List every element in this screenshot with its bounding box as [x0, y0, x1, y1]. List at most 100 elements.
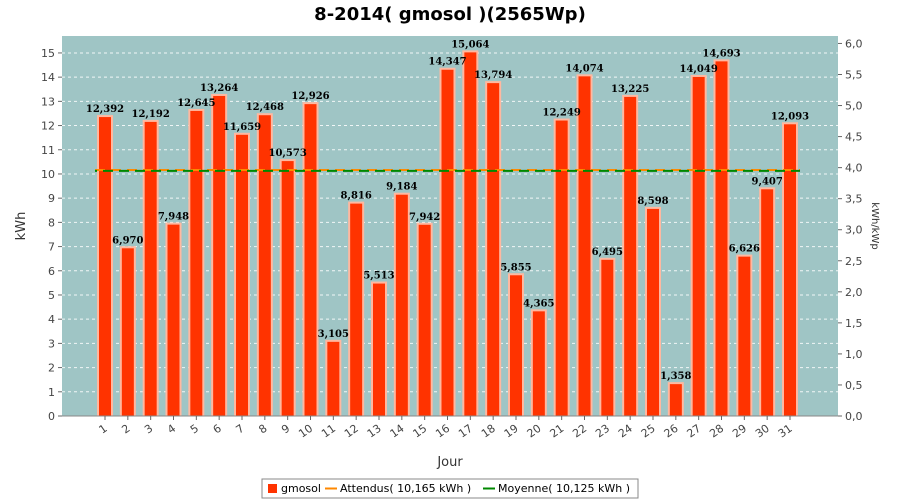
bar-fill: [121, 248, 134, 416]
x-tick-label: 9: [279, 422, 292, 437]
x-tick-label: 30: [753, 422, 772, 441]
data-label: 9,184: [386, 182, 417, 193]
y2-tick-label: 6,0: [845, 37, 863, 50]
y2-axis-ticks: 0,0 0,5 1,0 1,5 2,0 2,5 3,0 3,5 4,0 4,5 5,0 5,5 6,0: [838, 37, 863, 423]
y-tick-label: 7: [48, 241, 55, 254]
x-tick-label: 24: [616, 422, 635, 441]
y2-tick-label: 1,5: [845, 317, 863, 330]
x-tick-label: 15: [410, 422, 429, 441]
data-label: 14,049: [680, 64, 718, 75]
bar-27: [690, 74, 707, 416]
data-label: 8,816: [341, 191, 372, 202]
bar-17: [462, 50, 479, 417]
bar-6: [211, 93, 228, 416]
data-label: 8,598: [637, 196, 668, 207]
y-axis-title: kWh: [14, 212, 29, 241]
bar-10: [302, 102, 319, 416]
bar-22: [576, 74, 593, 417]
y2-tick-label: 3,5: [845, 193, 863, 206]
bar-fill: [624, 96, 637, 417]
data-label: 13,794: [474, 70, 512, 81]
y2-tick-label: 5,5: [845, 68, 863, 81]
y2-tick-label: 1,0: [845, 348, 863, 361]
x-tick-label: 6: [211, 422, 224, 437]
bar-fill: [578, 76, 591, 417]
bar-fill: [441, 69, 454, 416]
data-label: 7,948: [158, 212, 189, 223]
x-tick-label: 18: [479, 422, 498, 441]
legend-label-moyenne: Moyenne( 10,125 kWh ): [498, 482, 630, 495]
y2-tick-label: 0,5: [845, 379, 863, 392]
legend: gmosol Attendus( 10,165 kWh ) Moyenne( 1…: [261, 478, 639, 499]
bar-fill: [555, 120, 568, 416]
data-label: 12,468: [246, 102, 284, 113]
bar-23: [599, 257, 616, 416]
y2-axis-title: kWh/kWp: [869, 202, 880, 249]
data-label: 6,626: [729, 244, 760, 255]
y2-tick-label: 3,0: [845, 224, 863, 237]
y2-tick-label: 0,0: [845, 410, 863, 423]
x-tick-label: 2: [119, 422, 132, 437]
bar-7: [234, 132, 250, 416]
x-axis-title: Jour: [436, 455, 463, 470]
bar-21: [553, 118, 570, 416]
chart-title: 8-2014( gmosol )(2565Wp): [314, 4, 586, 25]
bar-fill: [373, 283, 385, 416]
bar-30: [759, 187, 776, 416]
legend-label-attendus: Attendus( 10,165 kWh ): [340, 482, 471, 495]
x-tick-label: 31: [776, 422, 795, 441]
y-tick-label: 0: [48, 410, 55, 423]
y2-tick-label: 2,0: [845, 286, 863, 299]
bar-fill: [258, 115, 271, 417]
bar-29: [736, 254, 753, 416]
data-label: 9,407: [752, 176, 783, 187]
x-tick-label: 26: [662, 422, 681, 441]
x-tick-label: 22: [570, 422, 589, 441]
y-tick-label: 11: [41, 144, 55, 157]
x-tick-label: 28: [707, 422, 726, 441]
bar-9: [279, 159, 296, 416]
y-tick-label: 13: [41, 95, 55, 108]
data-label: 11,659: [223, 122, 261, 133]
data-label: 15,064: [451, 39, 489, 50]
legend-swatch-gmosol: [268, 484, 277, 493]
data-label: 14,693: [702, 48, 740, 59]
data-label: 5,513: [363, 271, 394, 282]
bar-fill: [464, 52, 477, 417]
y-tick-label: 6: [48, 265, 55, 278]
data-label: 1,358: [660, 371, 691, 382]
x-tick-label: 3: [142, 422, 155, 437]
bar-fill: [350, 203, 363, 416]
y-tick-label: 1: [48, 386, 55, 399]
x-tick-label: 25: [639, 422, 658, 441]
bar-fill: [395, 194, 408, 416]
data-label: 7,942: [409, 212, 440, 223]
x-tick-label: 23: [593, 422, 612, 441]
y2-tick-label: 4,0: [845, 162, 863, 175]
bar-18: [485, 81, 502, 417]
data-label: 5,855: [500, 262, 531, 273]
x-tick-label: 27: [684, 422, 703, 441]
data-label: 12,093: [771, 111, 809, 122]
bar-fill: [784, 124, 796, 416]
data-label: 6,495: [592, 247, 623, 258]
x-tick-label: 20: [525, 422, 544, 441]
data-label: 3,105: [318, 329, 349, 340]
bar-28: [713, 59, 730, 416]
bar-16: [439, 67, 456, 416]
x-tick-label: 16: [433, 422, 452, 441]
bar-12: [348, 201, 365, 416]
bar-13: [371, 281, 387, 416]
x-tick-label: 4: [165, 422, 178, 437]
data-label: 12,926: [291, 91, 329, 102]
y2-tick-label: 2,5: [845, 255, 863, 268]
data-label: 12,645: [177, 98, 215, 109]
y-tick-label: 14: [41, 71, 55, 84]
data-label: 12,249: [543, 108, 581, 119]
bar-fill: [510, 275, 522, 416]
bar-fill: [236, 134, 248, 416]
x-tick-label: 21: [547, 422, 566, 441]
bar-fill: [601, 259, 614, 416]
bar-fill: [738, 256, 751, 416]
